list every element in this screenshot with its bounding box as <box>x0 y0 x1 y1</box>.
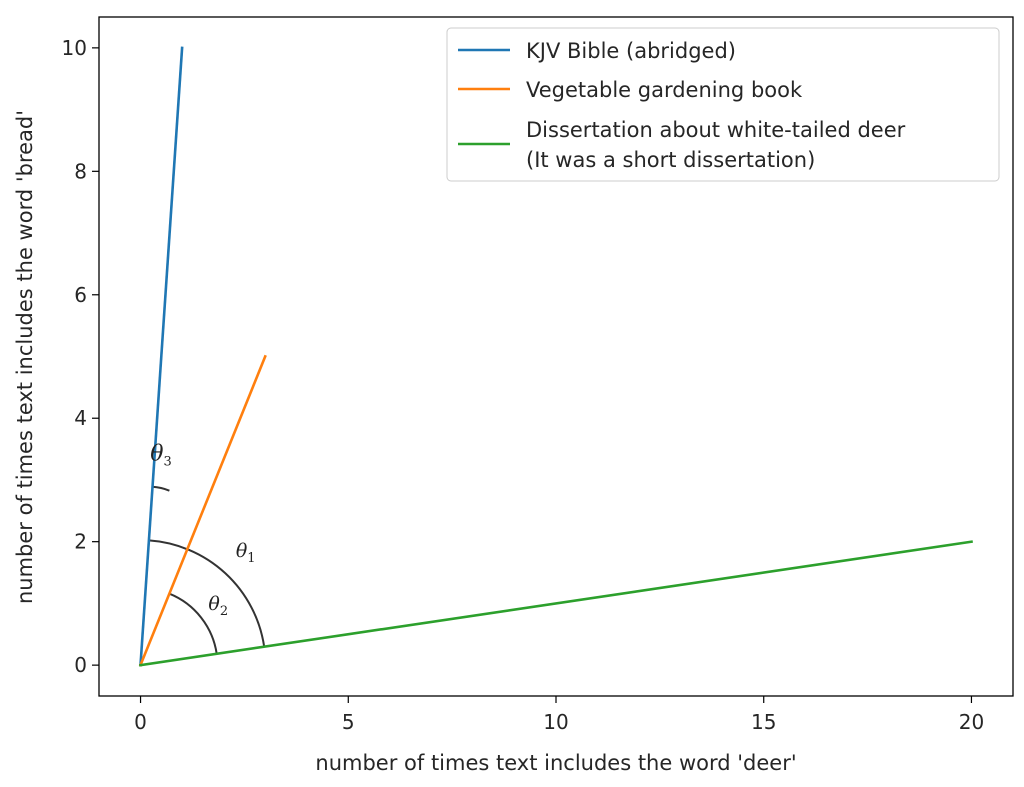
theta-symbol: θ <box>208 593 220 615</box>
theta-subscript: 1 <box>247 551 255 566</box>
x-tick-label: 20 <box>959 710 984 734</box>
legend: KJV Bible (abridged) Vegetable gardening … <box>446 27 1000 182</box>
y-axis-label: number of times text includes the word '… <box>13 110 37 604</box>
legend-label-2: Vegetable gardening book <box>526 78 803 102</box>
y-axis: 0 2 4 6 8 10 <box>62 36 99 677</box>
y-tick-label: 6 <box>74 283 87 307</box>
y-tick-label: 10 <box>62 36 87 60</box>
theta-subscript: 2 <box>220 604 228 619</box>
legend-label-3: (It was a short dissertation) <box>526 148 815 172</box>
theta-label-2: θ2 <box>208 593 228 619</box>
x-axis-label: number of times text includes the word '… <box>315 751 796 775</box>
theta-arc-1 <box>148 539 266 647</box>
series-line-1 <box>139 46 184 667</box>
theta-symbol: θ <box>150 442 163 467</box>
x-tick-label: 0 <box>134 710 147 734</box>
legend-frame <box>446 27 1000 182</box>
theta-symbol: θ <box>236 540 248 562</box>
legend-label-3: Dissertation about white-tailed deer <box>526 118 906 142</box>
legend-label-1: KJV Bible (abridged) <box>526 39 736 63</box>
theta-label-1: θ1 <box>236 540 256 566</box>
series-lines <box>138 46 973 667</box>
y-tick-label: 4 <box>74 406 87 430</box>
x-tick-label: 5 <box>342 710 355 734</box>
x-tick-label: 15 <box>751 710 776 734</box>
theta-arc-3 <box>152 485 170 492</box>
theta-subscript: 3 <box>163 455 171 470</box>
y-tick-label: 0 <box>74 653 87 677</box>
angle-arcs <box>148 485 266 654</box>
y-tick-label: 8 <box>74 159 87 183</box>
y-tick-label: 2 <box>74 530 87 554</box>
x-axis: 0 5 10 15 20 <box>134 696 984 734</box>
x-tick-label: 10 <box>543 710 568 734</box>
series-line-3 <box>139 540 973 667</box>
series-line-2 <box>138 354 267 667</box>
theta-arc-2 <box>169 592 218 654</box>
theta-label-3: θ3 <box>150 442 172 470</box>
